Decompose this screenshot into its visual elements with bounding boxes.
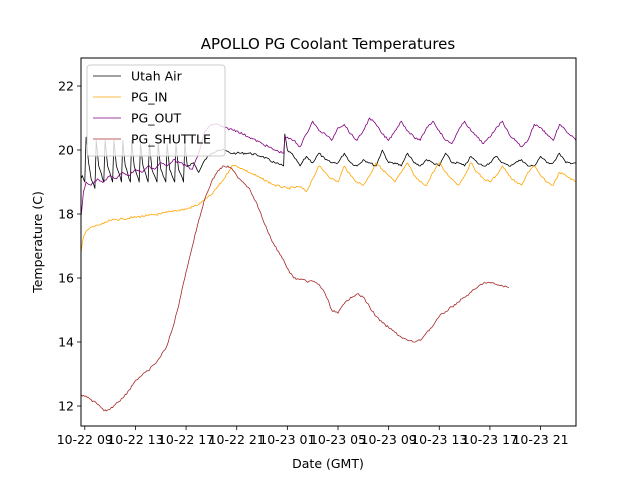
y-tick-label: 12 bbox=[58, 399, 74, 414]
x-tick-label: 10-22 17 bbox=[158, 432, 214, 447]
y-tick-label: 14 bbox=[58, 335, 74, 350]
x-tick-label: 10-23 01 bbox=[259, 432, 315, 447]
axes-frame bbox=[80, 57, 577, 427]
y-tick-label: 20 bbox=[58, 143, 74, 158]
x-tick-label: 10-23 09 bbox=[361, 432, 417, 447]
legend-box bbox=[86, 64, 226, 157]
x-tick-label: 10-22 21 bbox=[209, 432, 265, 447]
series-line-utah-air bbox=[80, 133, 577, 189]
x-tick-label: 10-23 13 bbox=[411, 432, 467, 447]
legend-label: PG_OUT bbox=[131, 111, 181, 126]
chart-title: APOLLO PG Coolant Temperatures bbox=[201, 35, 456, 53]
y-tick-label: 22 bbox=[58, 79, 74, 94]
y-axis-label: Temperature (C) bbox=[30, 191, 45, 294]
x-tick-label: 10-23 05 bbox=[310, 432, 366, 447]
x-tick-label: 10-23 17 bbox=[462, 432, 518, 447]
x-tick-label: 10-22 09 bbox=[57, 432, 113, 447]
y-tick-label: 18 bbox=[58, 207, 74, 222]
series-line-pg-shuttle bbox=[80, 165, 510, 412]
legend-label: Utah Air bbox=[131, 69, 183, 84]
y-tick-label: 16 bbox=[58, 271, 74, 286]
series-line-pg-out bbox=[80, 117, 577, 218]
x-tick-label: 10-23 21 bbox=[512, 432, 568, 447]
x-axis-label: Date (GMT) bbox=[292, 456, 364, 471]
series-line-pg-in bbox=[80, 162, 577, 253]
legend: Utah Air PG_IN PG_OUT PG_SHUTTLE bbox=[86, 64, 226, 157]
series-layer bbox=[80, 117, 577, 412]
x-tick-label: 10-22 13 bbox=[107, 432, 163, 447]
legend-label: PG_SHUTTLE bbox=[131, 132, 211, 147]
y-axis: 12 14 16 18 20 22 bbox=[58, 79, 81, 414]
legend-label: PG_IN bbox=[131, 90, 168, 105]
